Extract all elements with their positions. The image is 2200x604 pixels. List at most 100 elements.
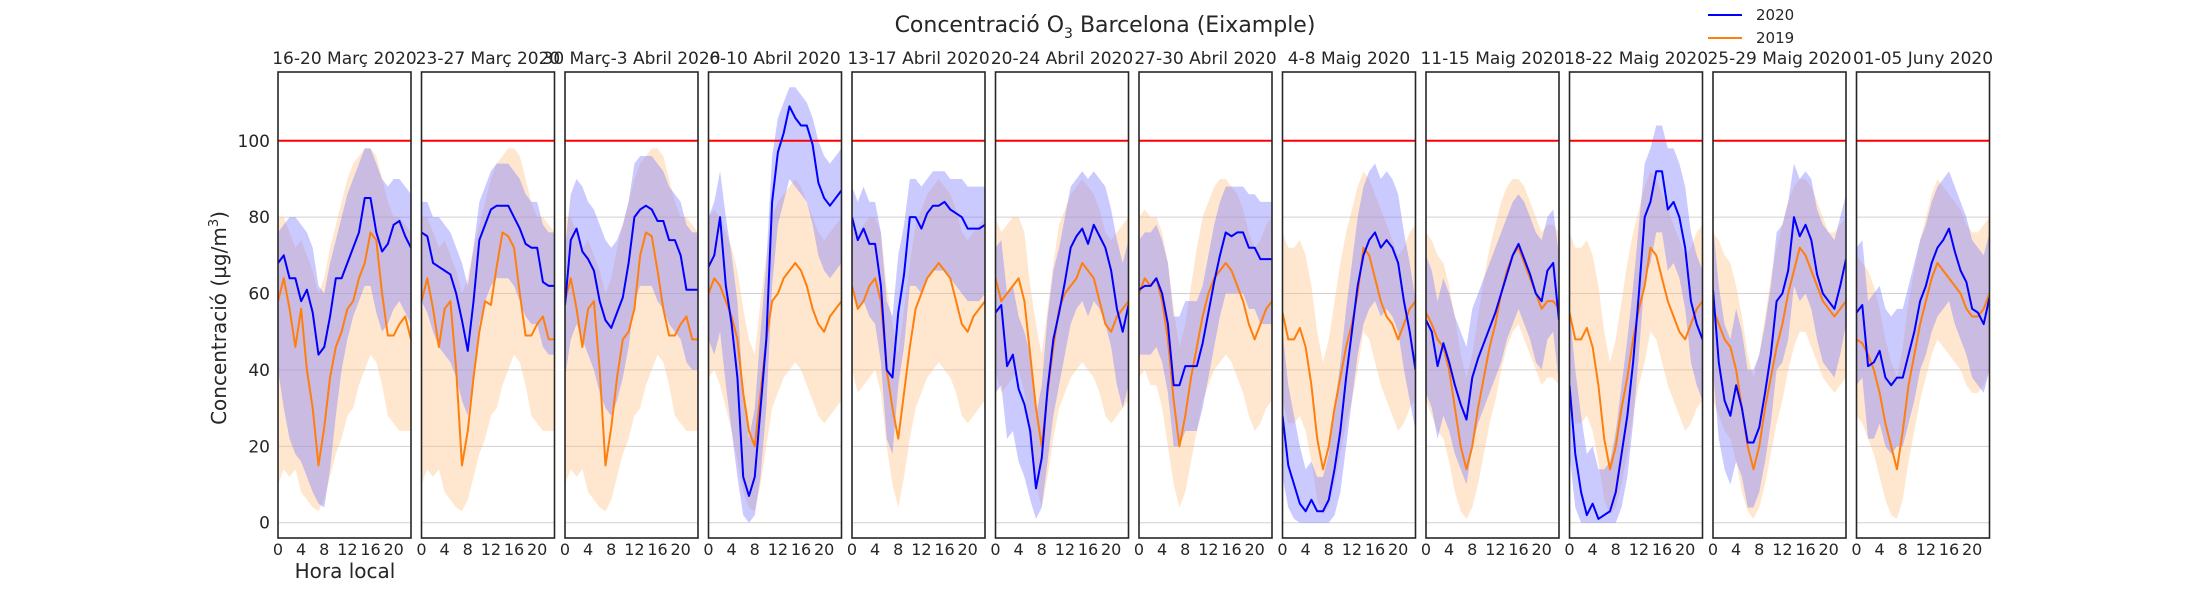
x-tick-label: 4 <box>1301 540 1311 559</box>
panel-frame <box>1281 71 1417 539</box>
x-tick-label: 0 <box>703 540 713 559</box>
band-2020 <box>852 171 985 454</box>
x-tick-label: 20 <box>1101 540 1121 559</box>
chart-title-rest: Barcelona (Eixample) <box>1073 13 1315 38</box>
x-tick-label: 16 <box>934 540 954 559</box>
panel-frame <box>1425 71 1560 539</box>
y-axis-label-text: Concentració (µg/m <box>207 227 231 425</box>
panel-title: 01-05 Juny 2020 <box>1853 49 1993 69</box>
x-tick-label: 16 <box>360 540 380 559</box>
series-line-2019 <box>1139 261 1272 448</box>
panel-plot-area <box>1139 139 1272 524</box>
series-line-2020 <box>1426 242 1559 421</box>
x-tick-label: 12 <box>481 540 501 559</box>
x-tick-label: 12 <box>624 540 644 559</box>
y-axis-label-close: ) <box>207 211 231 219</box>
band-2019 <box>1139 178 1272 508</box>
x-tick-label: 12 <box>1485 540 1505 559</box>
panel-title: 25-29 Maig 2020 <box>1707 49 1851 69</box>
x-tick-label: 16 <box>1652 540 1672 559</box>
panel-title: 6-10 Abril 2020 <box>709 49 841 69</box>
panel-plot-area <box>1282 139 1416 524</box>
x-tick-label: 12 <box>1055 540 1075 559</box>
panel-title: 16-20 Març 2020 <box>272 49 417 69</box>
x-tick-label: 0 <box>1134 540 1144 559</box>
series-line-2020 <box>565 204 698 329</box>
x-tick-label: 0 <box>847 540 857 559</box>
panel-frame <box>420 71 556 539</box>
x-tick-label: 16 <box>1078 540 1098 559</box>
chart-title-subscript: 3 <box>1064 26 1073 42</box>
x-tick-label: 4 <box>1731 540 1741 559</box>
x-tick-label: 20 <box>383 540 403 559</box>
x-tick-label: 8 <box>463 540 473 559</box>
series-line-2020 <box>995 223 1129 490</box>
x-tick-label: 8 <box>1467 540 1477 559</box>
x-tick-label: 12 <box>1198 540 1218 559</box>
panel-title: 23-27 Març 2020 <box>416 49 561 69</box>
panel-8: 4-8 Maig 2020 0 4 8 12 16 20 <box>1277 49 1417 559</box>
y-axis-label-superscript: 3 <box>207 219 222 227</box>
series-line-2019 <box>1713 246 1846 471</box>
series-line-2020 <box>421 204 555 352</box>
panel-plot-area <box>1856 139 1990 524</box>
series-line-2019 <box>852 261 985 440</box>
panel-plot-area <box>995 139 1129 524</box>
panel-frame <box>1568 71 1704 539</box>
panel-1: 16-20 Març 2020 0 4 8 12 16 20 <box>272 49 417 559</box>
panel-frame <box>564 71 699 539</box>
x-tick-label: 8 <box>893 540 903 559</box>
x-tick-label: 4 <box>727 540 737 559</box>
panel-9: 11-15 Maig 2020 0 4 8 12 16 20 <box>1420 49 1564 559</box>
x-tick-label: 4 <box>1444 540 1454 559</box>
panel-title: 13-17 Abril 2020 <box>847 49 989 69</box>
panel-plot-area <box>852 139 985 524</box>
panel-plot-area <box>1426 139 1559 524</box>
x-tick-label: 8 <box>1324 540 1334 559</box>
x-tick-label: 12 <box>1772 540 1792 559</box>
panel-12: 01-05 Juny 2020 0 4 8 12 16 20 <box>1851 49 1993 559</box>
panel-plot-area <box>1713 139 1846 524</box>
x-tick-label: 20 <box>1244 540 1264 559</box>
series-line-2019 <box>278 231 411 467</box>
y-tick-label: 0 <box>259 514 270 534</box>
x-tick-label: 4 <box>1157 540 1167 559</box>
x-tick-label: 4 <box>1875 540 1885 559</box>
x-axis-label: Hora local <box>295 559 396 583</box>
y-axis-label: Concentració (µg/m3) <box>207 211 231 425</box>
x-tick-label: 16 <box>1365 540 1385 559</box>
series-line-2019 <box>1856 261 1990 471</box>
x-tick-label: 20 <box>957 540 977 559</box>
x-tick-label: 20 <box>527 540 547 559</box>
legend-label: 2020 <box>1756 6 1794 24</box>
x-tick-label: 0 <box>273 540 283 559</box>
x-tick-label: 12 <box>1916 540 1936 559</box>
x-tick-label: 12 <box>1342 540 1362 559</box>
panel-plot-area <box>278 139 411 524</box>
legend: 2020 2019 <box>1708 6 1794 47</box>
x-tick-label: 0 <box>1708 540 1718 559</box>
panel-title: 4-8 Maig 2020 <box>1288 49 1410 69</box>
x-tick-label: 20 <box>1531 540 1551 559</box>
panel-frame <box>1855 71 1991 539</box>
x-tick-label: 0 <box>1277 540 1287 559</box>
band-2019 <box>708 178 842 512</box>
x-tick-label: 12 <box>911 540 931 559</box>
series-line-2020 <box>1139 231 1272 387</box>
panel-frame <box>707 71 843 539</box>
band-2019 <box>565 148 698 512</box>
x-tick-label: 0 <box>1564 540 1574 559</box>
panel-frame <box>277 71 412 539</box>
panel-title: 27-30 Abril 2020 <box>1134 49 1276 69</box>
x-tick-label: 4 <box>296 540 306 559</box>
x-tick-label: 4 <box>583 540 593 559</box>
band-2020 <box>708 87 842 523</box>
series-line-2020 <box>852 200 985 379</box>
panel-2: 23-27 Març 2020 0 4 8 12 16 20 <box>416 49 561 559</box>
panel-plot-area <box>421 139 555 524</box>
x-tick-label: 16 <box>504 540 524 559</box>
chart-title-text: Concentració O <box>895 13 1064 38</box>
x-tick-label: 4 <box>1588 540 1598 559</box>
